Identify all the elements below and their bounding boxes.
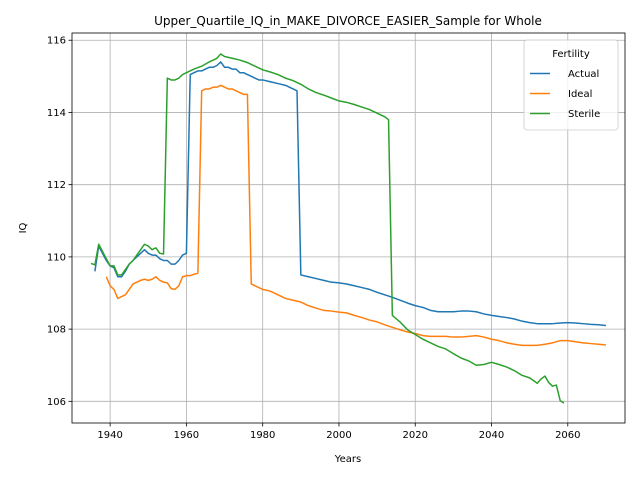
- y-tick-label: 112: [47, 180, 66, 191]
- y-tick-label: 116: [47, 36, 66, 47]
- axis-ticks: 1940 1960 1980 2000 2020 2040 2060 106 108 110 112…: [47, 36, 581, 441]
- plot-area-frame: [71, 32, 626, 424]
- legend-items: Actual Ideal Sterile: [530, 69, 600, 120]
- x-tick-label: 1980: [250, 430, 275, 441]
- legend-label-sterile: Sterile: [568, 109, 600, 120]
- x-tick-label: 1940: [97, 430, 122, 441]
- y-tick-label: 108: [47, 325, 66, 336]
- x-tick-label: 2020: [403, 430, 428, 441]
- x-tick-label: 1960: [174, 430, 199, 441]
- y-tick-label: 110: [47, 252, 66, 263]
- legend-label-actual: Actual: [568, 69, 599, 80]
- y-tick-label: 114: [47, 108, 66, 119]
- series-lines: [90, 53, 607, 404]
- series-line-sterile: [90, 53, 565, 404]
- y-axis-title: IQ: [18, 222, 29, 233]
- x-tick-label: 2060: [555, 430, 580, 441]
- legend-label-ideal: Ideal: [568, 89, 592, 100]
- legend: Fertility Actual Ideal Sterile: [523, 39, 619, 131]
- chart-title: Upper_Quartile_IQ_in_MAKE_DIVORCE_EASIER…: [154, 14, 542, 28]
- legend-title: Fertility: [552, 49, 590, 60]
- series-line-actual: [94, 61, 607, 327]
- x-tick-label: 2000: [326, 430, 351, 441]
- x-axis-title: Years: [334, 454, 361, 465]
- x-tick-label: 2040: [479, 430, 504, 441]
- y-tick-label: 106: [47, 397, 66, 408]
- legend-box: [523, 39, 619, 131]
- series-line-ideal: [105, 84, 607, 347]
